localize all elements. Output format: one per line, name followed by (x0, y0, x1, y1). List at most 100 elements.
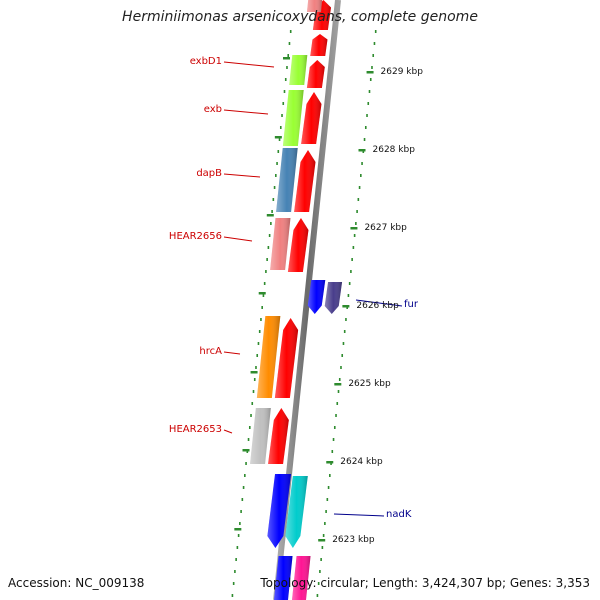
tick-minor (265, 270, 267, 273)
tick-minor (273, 186, 276, 189)
tick-minor (289, 30, 292, 33)
tick-minor (374, 30, 377, 33)
reverse-gene-arrow-shading (267, 474, 292, 548)
tick-minor (355, 222, 357, 225)
tick-minor (364, 126, 367, 129)
reverse-gene-arrow (307, 280, 326, 314)
tick-minor (236, 546, 239, 549)
tick-minor (287, 54, 290, 57)
tick-minor (286, 66, 288, 69)
tick-minor (322, 534, 325, 537)
gene-label-fur[interactable]: fur (404, 299, 418, 310)
gene-label-exbd1[interactable]: exbD1 (189, 56, 222, 67)
tick-minor (272, 198, 275, 201)
forward-gene-arrow (294, 150, 316, 212)
tick-major (274, 136, 282, 139)
forward-gene-arrow-shading (301, 92, 322, 144)
tick-minor (256, 354, 259, 357)
leader-line (223, 109, 269, 115)
gene-exb-shading (282, 90, 304, 146)
forward-gene-arrow (301, 92, 322, 144)
tick-minor (252, 390, 255, 393)
tick-minor (319, 570, 321, 573)
tick-minor (372, 54, 375, 57)
tick-minor (284, 78, 287, 81)
tick-minor (353, 234, 356, 237)
leader-line (355, 299, 403, 307)
tick-minor (335, 414, 337, 417)
gene-label-nadk[interactable]: nadK (386, 509, 412, 520)
leader-line (333, 513, 385, 517)
tick-major (250, 371, 258, 374)
accession-text: Accession: NC_009138 (8, 576, 145, 590)
tick-minor (331, 450, 334, 453)
tick-minor (320, 558, 322, 561)
tick-minor (356, 210, 358, 213)
forward-gene-arrow-shading (287, 218, 309, 272)
tick-minor (237, 534, 240, 537)
tick-minor (268, 234, 271, 237)
tick-minor (271, 210, 273, 213)
tick-minor (371, 66, 373, 69)
gene-partial-pink-shading (292, 556, 311, 600)
tick-major (266, 214, 274, 217)
scale-label: 2629 kbp (380, 67, 423, 77)
tick-minor (329, 474, 331, 477)
reverse-gene-arrow-shading (307, 280, 326, 314)
tick-minor (332, 438, 335, 441)
tick-major (326, 461, 334, 464)
gene-label-dapb[interactable]: dapB (196, 168, 222, 179)
gene-dapb-shading (276, 148, 298, 212)
gene-label-hear2653[interactable]: HEAR2653 (168, 424, 222, 435)
gene-hear2656-shading (270, 218, 291, 270)
tick-minor (366, 114, 368, 117)
forward-gene-arrow (268, 408, 289, 464)
reverse-gene-arrow (267, 474, 292, 548)
scale-label: 2623 kbp (332, 535, 375, 545)
tick-minor (275, 174, 277, 177)
gene-label-hear2656[interactable]: HEAR2656 (168, 231, 222, 242)
gene-nadk-shading (285, 476, 308, 548)
tick-minor (324, 522, 326, 525)
tick-minor (340, 366, 342, 369)
tick-minor (282, 102, 285, 105)
gene-nadk (285, 476, 308, 548)
tick-minor (245, 462, 247, 465)
gene-fur-shading (324, 282, 343, 314)
gene-exb (282, 90, 304, 146)
tick-minor (270, 222, 272, 225)
tick-major (366, 71, 374, 74)
gene-partial-top-shading (306, 0, 323, 12)
tick-major (283, 57, 291, 60)
tick-minor (263, 282, 266, 285)
scale-label: 2628 kbp (372, 145, 415, 155)
tick-minor (234, 570, 236, 573)
scale-label: 2624 kbp (340, 457, 383, 467)
tick-major (358, 149, 366, 152)
tick-minor (337, 390, 340, 393)
gene-label-hrca[interactable]: hrcA (199, 346, 222, 357)
tick-minor (351, 258, 353, 261)
tick-minor (347, 294, 350, 297)
tick-minor (317, 582, 320, 585)
tick-minor (247, 438, 250, 441)
tick-major (350, 227, 358, 230)
tick-minor (266, 258, 268, 261)
tick-minor (276, 162, 278, 165)
tick-minor (250, 414, 252, 417)
gene-label-exb[interactable]: exb (203, 104, 222, 115)
tick-minor (283, 90, 286, 93)
tick-minor (255, 366, 257, 369)
tick-major (242, 449, 250, 452)
tick-minor (279, 126, 282, 129)
tick-minor (257, 342, 260, 345)
tick-minor (368, 90, 371, 93)
reverse-gene-partial-shading (274, 556, 293, 600)
tick-minor (358, 186, 361, 189)
tick-minor (327, 486, 330, 489)
forward-gene-arrow (274, 318, 299, 398)
tick-minor (373, 42, 376, 45)
gene-hear2653 (250, 408, 271, 464)
forward-gene-arrow (287, 218, 309, 272)
